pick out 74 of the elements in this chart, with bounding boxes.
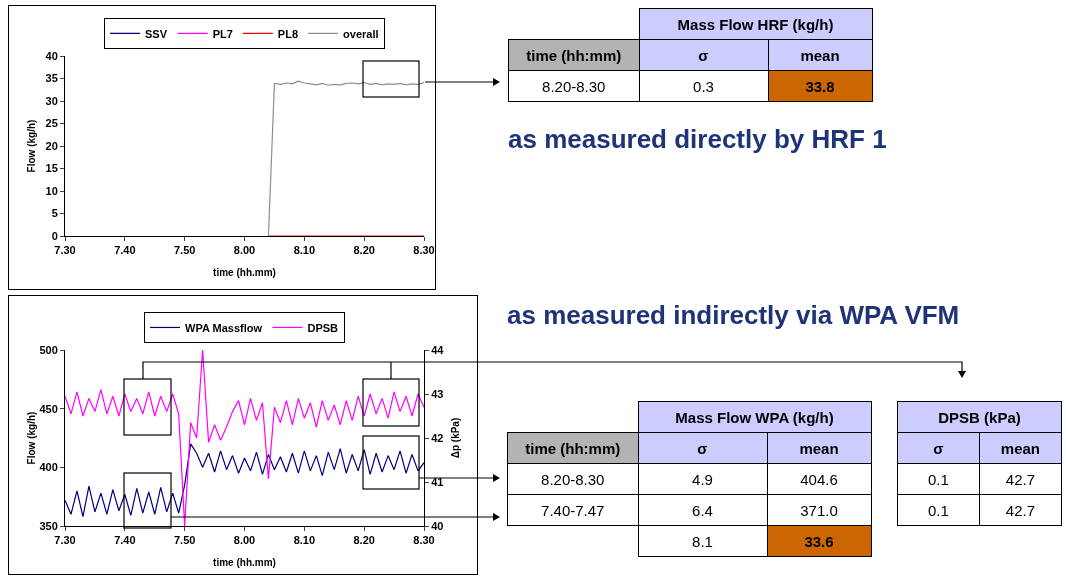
y-tick-label: 450 — [39, 402, 58, 415]
y2-tick-label: 42 — [431, 431, 444, 444]
category-label: σ — [897, 432, 980, 464]
y-tick-label: 20 — [45, 139, 58, 152]
text: 0.3 — [693, 77, 714, 95]
legend-label: SSV — [145, 27, 168, 40]
category-label: mean — [767, 432, 871, 464]
text: 42.7 — [1005, 470, 1035, 488]
x-tick-label: 8.30 — [413, 534, 435, 547]
category-label: σ — [638, 432, 767, 464]
y2-tick-label: 41 — [431, 475, 444, 488]
x-tick-label: 7.50 — [173, 534, 196, 547]
text: 4.9 — [692, 470, 713, 488]
y-tick-label: 500 — [39, 343, 58, 356]
legend-label: DPSB — [307, 321, 339, 334]
x-axis-title: time (hh.mm) — [213, 267, 276, 278]
text: time (hh:mm) — [507, 432, 638, 464]
y-tick-label: 35 — [45, 72, 58, 85]
y-tick-label: 0 — [51, 229, 58, 242]
x-tick-label: 7.30 — [54, 534, 76, 547]
category-label: mean — [768, 39, 872, 71]
y-tick-label: 30 — [45, 94, 58, 107]
x-tick-label: 8.30 — [413, 244, 435, 257]
y2-tick-label: 40 — [431, 519, 444, 532]
text: 42.7 — [1005, 501, 1035, 519]
category-label: mean — [979, 432, 1062, 464]
y-tick-label: 350 — [39, 519, 58, 532]
y-tick-label: 40 — [45, 49, 58, 62]
x-tick-label: 8.10 — [293, 244, 316, 257]
y-axis-title: Flow (kg/h) — [26, 411, 37, 465]
text: as measured indirectly via WPA VFM — [507, 300, 961, 331]
y2-tick-label: 44 — [431, 343, 445, 356]
x-tick-label: 8.20 — [353, 244, 375, 257]
text: 33.8 — [805, 77, 835, 95]
legend-label: WPA Massflow — [185, 321, 263, 334]
y2-axis-title: Δp (kPa) — [450, 417, 461, 459]
text: DPSB (kPa) — [897, 401, 1062, 433]
y-tick-label: 25 — [45, 117, 58, 130]
legend-label: overall — [343, 27, 379, 40]
x-tick-label: 7.50 — [173, 244, 196, 257]
text: 0.1 — [927, 470, 949, 488]
x-tick-label: 8.00 — [233, 244, 256, 257]
line-series — [267, 80, 424, 236]
text: 371.0 — [800, 501, 838, 519]
y-tick-label: 10 — [45, 184, 58, 197]
text: as measured directly by HRF 1 — [508, 124, 888, 155]
text: 33.6 — [804, 532, 834, 550]
legend-label: PL7 — [212, 27, 233, 40]
x-tick-label: 8.20 — [353, 534, 375, 547]
text: 0.1 — [927, 501, 949, 519]
x-tick-label: 7.40 — [114, 534, 136, 547]
text: Mass Flow HRF (kg/h) — [639, 8, 872, 40]
x-tick-label: 7.30 — [54, 244, 76, 257]
text: 6.4 — [692, 501, 713, 519]
x-tick-label: 8.10 — [293, 534, 316, 547]
x-axis-title: time (hh.mm) — [213, 557, 276, 568]
line-series — [65, 443, 424, 518]
text: 404.6 — [800, 470, 838, 488]
text: time (hh:mm) — [508, 39, 639, 71]
text: 8.1 — [692, 532, 713, 550]
category-label: 8.20-8.30 — [542, 77, 606, 95]
x-tick-label: 8.00 — [233, 534, 256, 547]
category-label: σ — [639, 39, 768, 71]
y-axis-title: Flow (kg/h) — [26, 119, 37, 173]
category-label: 7.40-7.47 — [541, 501, 605, 519]
legend-label: PL8 — [277, 27, 299, 40]
category-label: 8.20-8.30 — [541, 470, 605, 488]
line-series — [65, 350, 424, 526]
y2-tick-label: 43 — [431, 387, 444, 400]
y-tick-label: 400 — [39, 461, 58, 474]
x-tick-label: 7.40 — [114, 244, 136, 257]
y-tick-label: 15 — [45, 162, 58, 175]
y-tick-label: 5 — [51, 207, 58, 220]
text: Mass Flow WPA (kg/h) — [638, 401, 871, 433]
